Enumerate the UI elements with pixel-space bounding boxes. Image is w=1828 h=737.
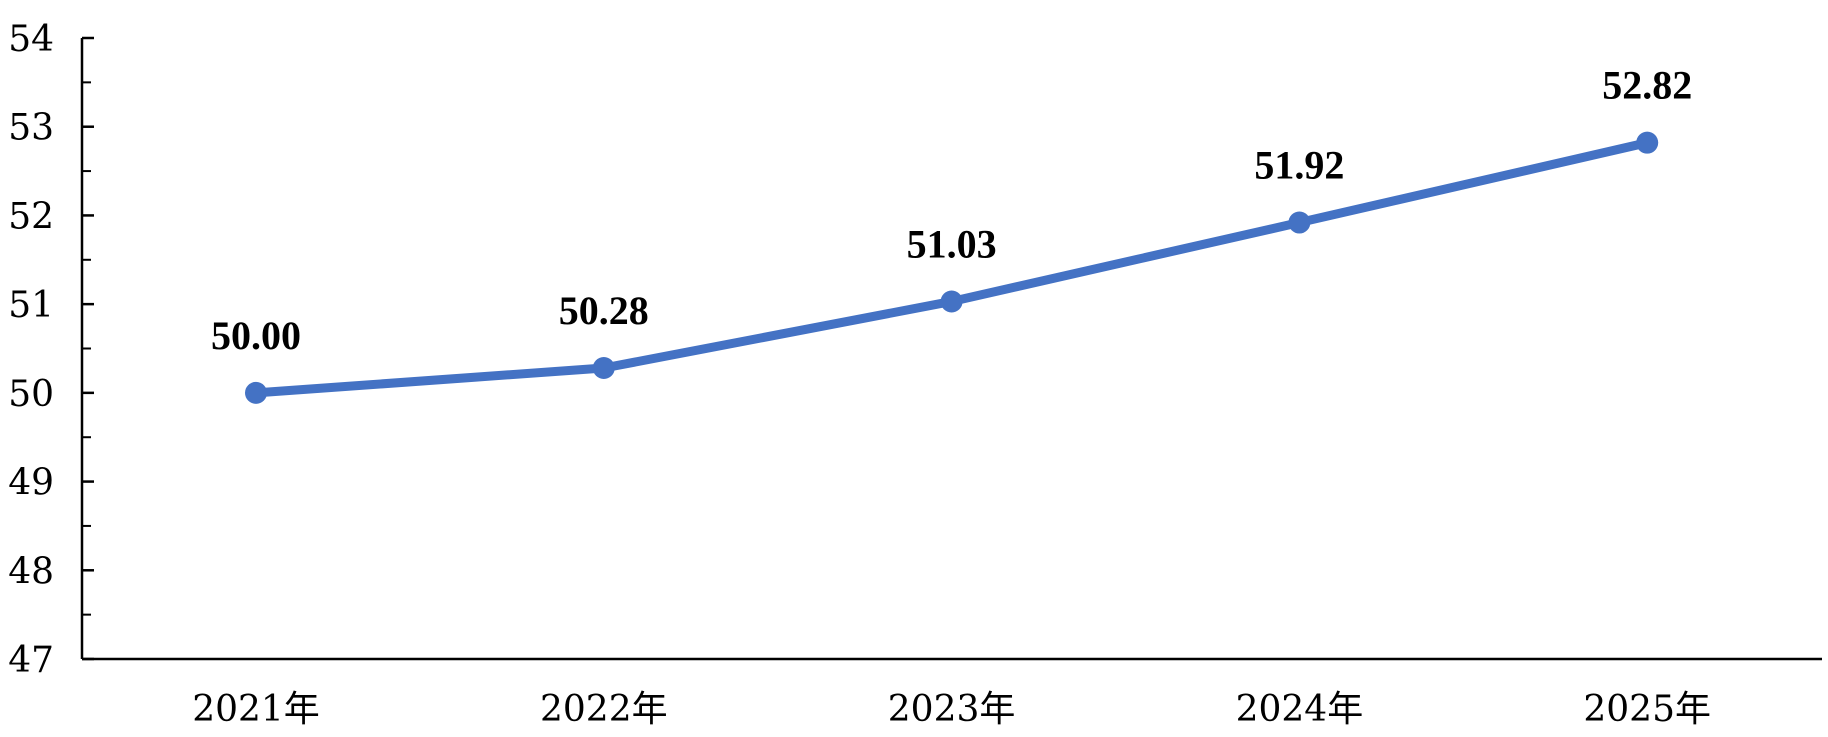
y-tick-label: 54 xyxy=(8,19,54,60)
data-point xyxy=(245,382,267,404)
x-tick-label: 2025年 xyxy=(1583,689,1711,730)
data-labels: 50.00 50.28 51.03 51.92 52.82 xyxy=(211,63,1692,358)
x-tick-label: 2023年 xyxy=(888,689,1016,730)
x-tick-label: 2021年 xyxy=(192,689,320,730)
series xyxy=(245,132,1658,404)
data-point xyxy=(941,290,963,312)
data-label: 50.28 xyxy=(559,288,649,333)
data-point xyxy=(1288,212,1310,234)
data-point xyxy=(1636,132,1658,154)
x-tick-label: 2022年 xyxy=(540,689,668,730)
x-axis-ticks: 2021年 2022年 2023年 2024年 2025年 xyxy=(192,689,1711,730)
x-tick-label: 2024年 xyxy=(1236,689,1364,730)
data-label: 51.92 xyxy=(1254,143,1344,188)
data-label: 50.00 xyxy=(211,313,301,358)
y-tick-label: 48 xyxy=(8,551,54,592)
y-tick-label: 47 xyxy=(8,640,54,681)
data-point xyxy=(593,357,615,379)
y-tick-label: 53 xyxy=(8,108,54,149)
y-tick-label: 50 xyxy=(8,374,54,415)
data-label: 52.82 xyxy=(1602,63,1692,108)
data-label: 51.03 xyxy=(907,221,997,266)
axes xyxy=(82,38,1822,659)
y-tick-label: 52 xyxy=(8,196,54,237)
y-tick-label: 49 xyxy=(8,463,54,504)
series-line xyxy=(256,143,1647,393)
y-tick-label: 51 xyxy=(8,285,54,326)
